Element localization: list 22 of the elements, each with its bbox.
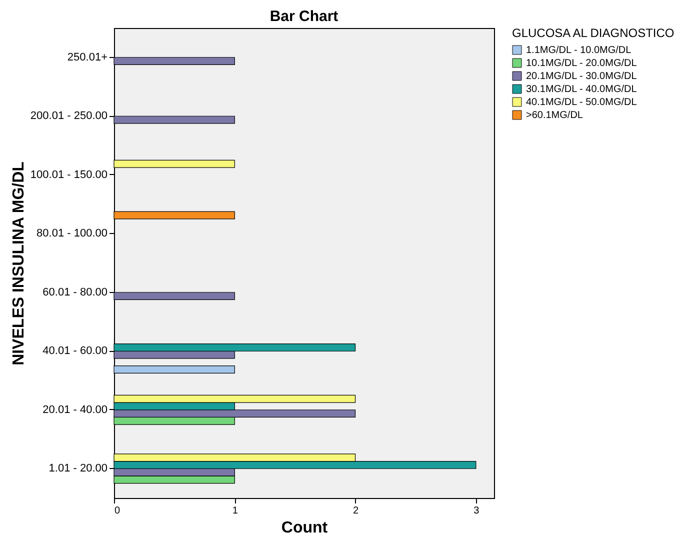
chart-title: Bar Chart — [270, 8, 338, 25]
legend-label: 40.1MG/DL - 50.0MG/DL — [526, 97, 638, 108]
legend-label: >60.1MG/DL — [526, 110, 584, 121]
y-tick-label: 200.01 - 250.00 — [30, 110, 108, 122]
y-tick-label: 1.01 - 20.00 — [48, 462, 108, 475]
legend-label: 1.1MG/DL - 10.0MG/DL — [526, 45, 632, 56]
y-tick-label: 40.01 - 60.00 — [42, 345, 108, 358]
legend-label: 20.1MG/DL - 30.0MG/DL — [526, 71, 638, 82]
y-tick-label: 20.01 - 40.00 — [42, 404, 108, 416]
y-tick-label: 250.01+ — [67, 51, 108, 64]
y-tick-label: 60.01 - 80.00 — [42, 286, 108, 298]
legend-title: GLUCOSA AL DIAGNOSTICO — [512, 26, 674, 40]
legend-label: 30.1MG/DL - 40.0MG/DL — [526, 84, 638, 95]
y-tick-label: 100.01 - 150.00 — [30, 168, 108, 181]
x-tick-label: 3 — [474, 506, 480, 516]
y-tick-label: 80.01 - 100.00 — [36, 228, 108, 240]
y-axis-title: NIVELES INSULINA MG/DL — [10, 161, 28, 366]
legend-label: 10.1MG/DL - 20.0MG/DL — [526, 58, 638, 69]
x-tick-label: 0 — [114, 506, 120, 516]
x-axis-title: Count — [281, 520, 328, 536]
x-tick-label: 2 — [352, 506, 359, 516]
x-tick-label: 1 — [232, 506, 238, 516]
